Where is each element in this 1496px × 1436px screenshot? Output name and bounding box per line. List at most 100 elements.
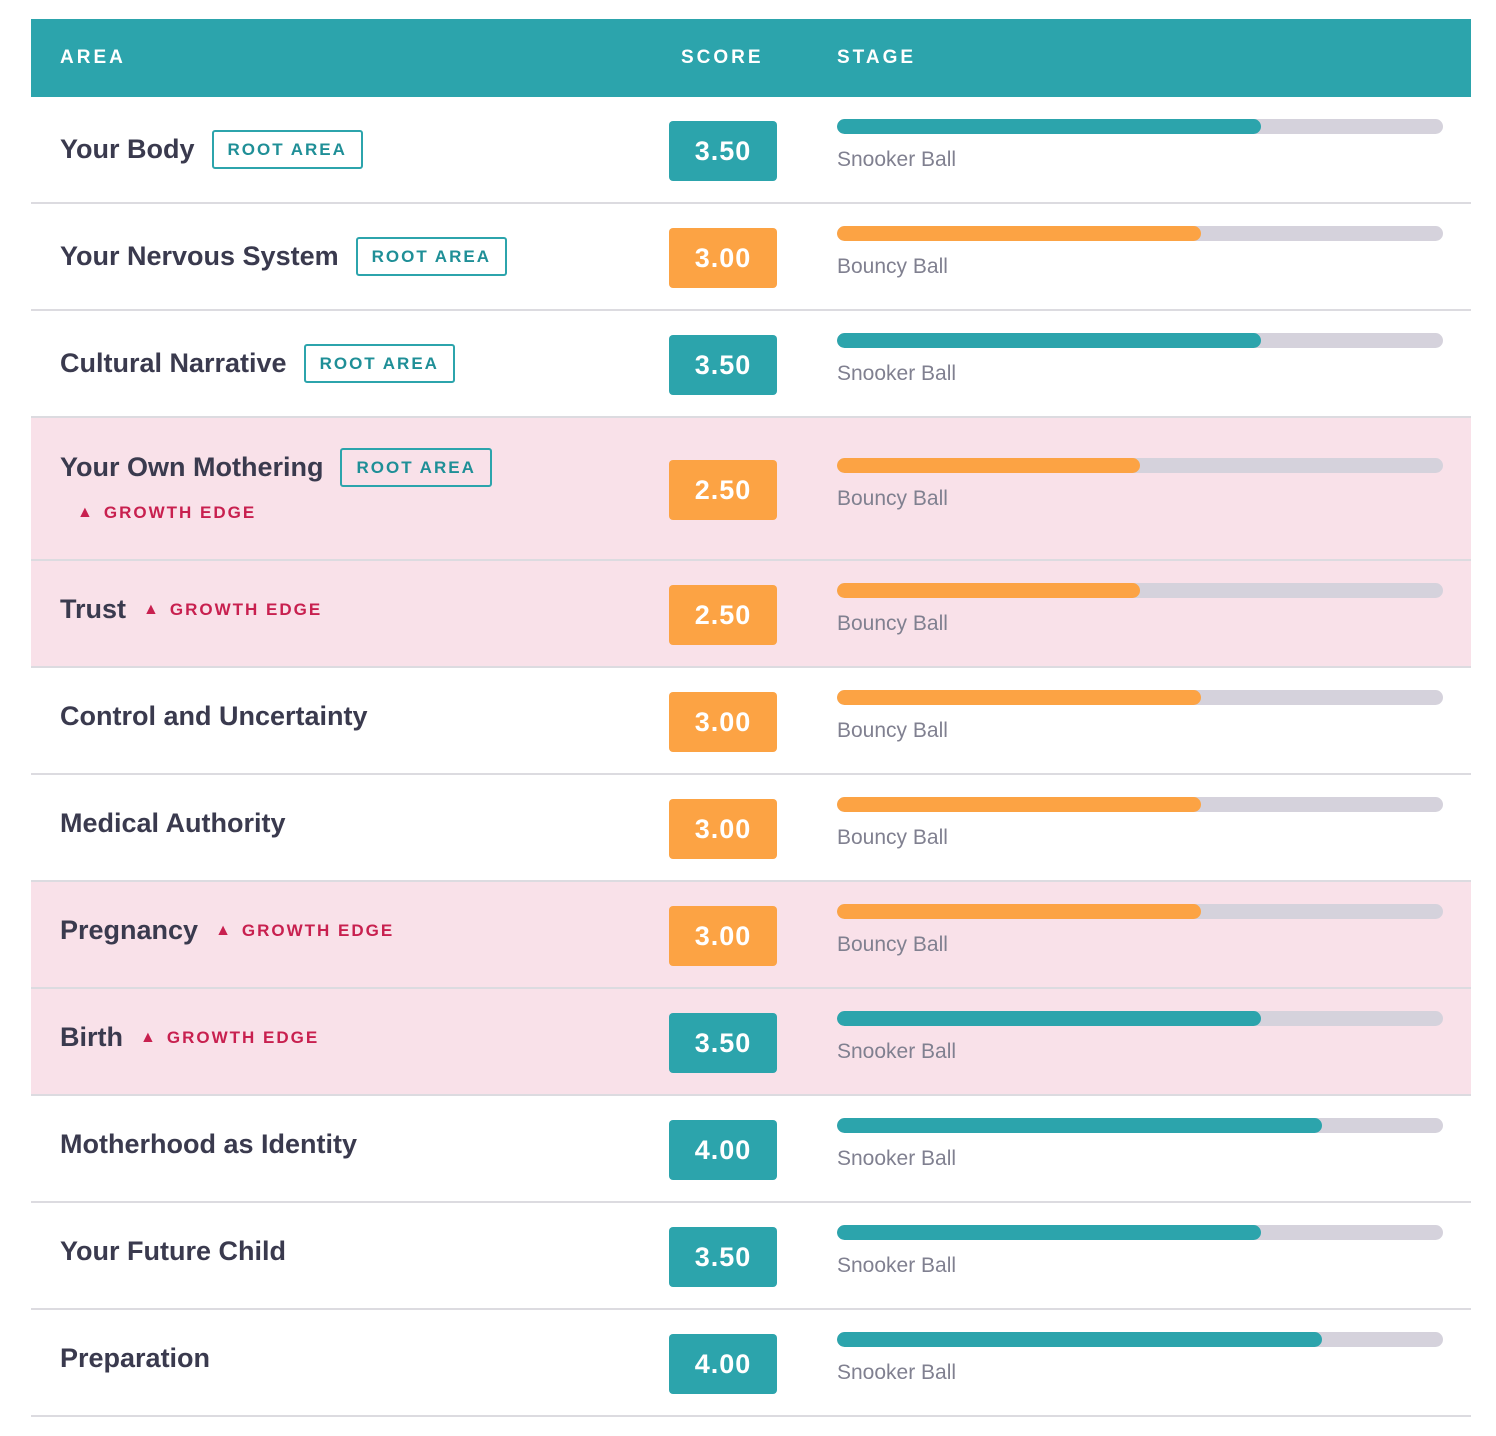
area-name: Trust [60, 594, 127, 624]
area-name: Birth [60, 1022, 123, 1052]
stage-label: Snooker Ball [837, 362, 957, 385]
area-name: Motherhood as Identity [60, 1129, 357, 1159]
table-row: Birth ▲ GROWTH EDGE 3.50 Snooker Ball [31, 989, 1471, 1096]
stage-label: Bouncy Ball [837, 719, 948, 742]
area-name: Cultural Narrative [60, 348, 287, 378]
stage-progress-fill [837, 1225, 1262, 1240]
area-cell: Your Own Mothering ROOT AREA [60, 448, 492, 487]
growth-edge-tag: ▲ GROWTH EDGE [215, 921, 394, 941]
area-cell: Cultural Narrative ROOT AREA [60, 344, 455, 383]
stage-label: Snooker Ball [837, 1361, 957, 1384]
table-body: Your Body ROOT AREA 3.50 Snooker Ball Your N… [31, 97, 1471, 1417]
stage-label: Bouncy Ball [837, 933, 948, 956]
area-cell: Medical Authority [60, 808, 286, 839]
stage-progress-fill [837, 1332, 1322, 1347]
stage-progress-bar [837, 458, 1443, 473]
score-badge: 4.00 [669, 1120, 777, 1180]
area-name: Medical Authority [60, 808, 286, 838]
area-cell: Your Nervous System ROOT AREA [60, 237, 507, 276]
score-badge: 3.50 [669, 1227, 777, 1287]
score-badge: 3.50 [669, 1013, 777, 1073]
area-cell: Your Body ROOT AREA [60, 130, 363, 169]
root-area-badge: ROOT AREA [303, 344, 455, 383]
stage-label: Bouncy Ball [837, 612, 948, 635]
stage-progress-bar [837, 226, 1443, 241]
area-name: Your Own Mothering [60, 452, 324, 482]
growth-edge-label: GROWTH EDGE [166, 1027, 320, 1047]
table-row: Motherhood as Identity 4.00 Snooker Ball [31, 1096, 1471, 1203]
stage-progress-fill [837, 583, 1140, 598]
score-badge: 3.00 [669, 228, 777, 288]
stage-progress-fill [837, 458, 1140, 473]
score-badge: 3.00 [669, 799, 777, 859]
stage-progress-bar [837, 119, 1443, 134]
stage-progress-fill [837, 119, 1262, 134]
score-badge: 3.00 [669, 692, 777, 752]
score-badge: 3.00 [669, 906, 777, 966]
area-name: Preparation [60, 1343, 211, 1373]
area-name: Your Nervous System [60, 241, 339, 271]
table-row: Your Nervous System ROOT AREA 3.00 Bouncy B… [31, 204, 1471, 311]
stage-progress-fill [837, 797, 1201, 812]
area-cell: Birth ▲ GROWTH EDGE [60, 1022, 319, 1053]
scores-table: AREA SCORE STAGE Your Body ROOT AREA 3.50 S… [31, 19, 1471, 1417]
table-row: Preparation 4.00 Snooker Ball [31, 1310, 1471, 1417]
stage-progress-bar [837, 1011, 1443, 1026]
score-badge: 3.50 [669, 335, 777, 395]
table-row: Your Future Child 3.50 Snooker Ball [31, 1203, 1471, 1310]
stage-progress-bar [837, 797, 1443, 812]
triangle-up-icon: ▲ [143, 600, 161, 618]
stage-label: Snooker Ball [837, 1147, 957, 1170]
area-name: Your Body [60, 134, 195, 164]
score-badge: 2.50 [669, 585, 777, 645]
area-cell: Trust ▲ GROWTH EDGE [60, 594, 322, 625]
table-row: Cultural Narrative ROOT AREA 3.50 Snooker B… [31, 311, 1471, 418]
growth-edge-tag: ▲ GROWTH EDGE [143, 600, 322, 620]
score-badge: 3.50 [669, 121, 777, 181]
table-row: Control and Uncertainty 3.00 Bouncy Ball [31, 668, 1471, 775]
stage-label: Bouncy Ball [837, 487, 948, 510]
root-area-badge: ROOT AREA [211, 130, 363, 169]
stage-progress-fill [837, 226, 1201, 241]
stage-label: Bouncy Ball [837, 826, 948, 849]
stage-progress-fill [837, 1011, 1262, 1026]
table-header: AREA SCORE STAGE [31, 19, 1471, 97]
stage-progress-bar [837, 690, 1443, 705]
area-cell: Control and Uncertainty [60, 701, 368, 732]
score-badge: 4.00 [669, 1334, 777, 1394]
table-row: Your Body ROOT AREA 3.50 Snooker Ball [31, 97, 1471, 204]
header-score: SCORE [681, 47, 764, 68]
area-name: Pregnancy [60, 915, 199, 945]
stage-progress-fill [837, 333, 1262, 348]
stage-progress-bar [837, 1118, 1443, 1133]
table-row: Medical Authority 3.00 Bouncy Ball [31, 775, 1471, 882]
growth-edge-label: GROWTH EDGE [103, 503, 257, 522]
triangle-up-icon: ▲ [77, 504, 95, 521]
triangle-up-icon: ▲ [140, 1028, 158, 1046]
stage-progress-fill [837, 1118, 1322, 1133]
stage-label: Bouncy Ball [837, 255, 948, 278]
table-row: Trust ▲ GROWTH EDGE 2.50 Bouncy Ball [31, 561, 1471, 668]
table-row: Pregnancy ▲ GROWTH EDGE 3.00 Bouncy Ball [31, 882, 1471, 989]
stage-progress-bar [837, 583, 1443, 598]
stage-label: Snooker Ball [837, 148, 957, 171]
header-stage: STAGE [837, 47, 917, 68]
triangle-up-icon: ▲ [215, 921, 233, 939]
area-name: Control and Uncertainty [60, 701, 368, 731]
stage-progress-bar [837, 1332, 1443, 1347]
table-row: Your Own Mothering ROOT AREA ▲ GROWTH EDGE 2… [31, 418, 1471, 561]
stage-label: Snooker Ball [837, 1040, 957, 1063]
growth-edge-label: GROWTH EDGE [241, 920, 395, 940]
root-area-badge: ROOT AREA [355, 237, 507, 276]
area-name: Your Future Child [60, 1236, 286, 1266]
growth-edge-tag: ▲ GROWTH EDGE [140, 1028, 319, 1048]
stage-progress-bar [837, 1225, 1443, 1240]
growth-edge-label: GROWTH EDGE [169, 599, 323, 619]
area-cell: Pregnancy ▲ GROWTH EDGE [60, 915, 394, 946]
stage-label: Snooker Ball [837, 1254, 957, 1277]
area-cell: Preparation [60, 1343, 210, 1374]
stage-progress-bar [837, 904, 1443, 919]
growth-edge-tag: ▲ GROWTH EDGE [77, 503, 256, 523]
root-area-badge: ROOT AREA [340, 448, 492, 487]
stage-progress-bar [837, 333, 1443, 348]
